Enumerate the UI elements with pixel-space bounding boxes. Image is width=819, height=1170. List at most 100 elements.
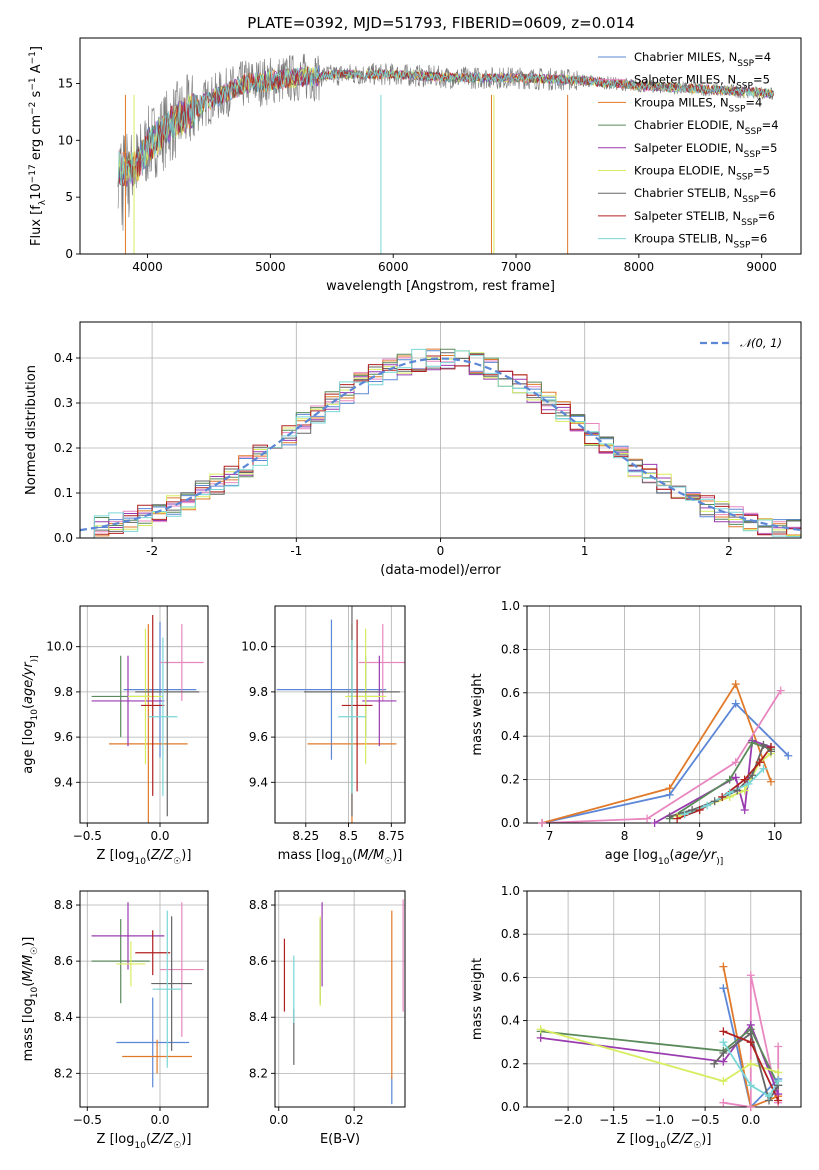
mass-weight-line xyxy=(722,987,779,1107)
y-tick-label: 5 xyxy=(65,190,73,204)
mass-weight-marker xyxy=(719,1057,728,1066)
z-mass-panel: −0.5 0.0 8.2 8.4 8.6 8.8 Z [log10(Z/Z☉)] mass [… xyxy=(21,890,209,1151)
mass-weight-marker xyxy=(665,784,674,793)
mass-weight-marker xyxy=(774,1068,783,1077)
mass-weight-marker xyxy=(746,1081,755,1090)
y-tick-label: 1.0 xyxy=(501,884,520,898)
y-tick-label: 0.2 xyxy=(501,1057,520,1071)
y-tick-label: 8.6 xyxy=(54,954,73,968)
mass-weight-marker xyxy=(766,743,775,752)
y-tick-label: 0 xyxy=(65,247,73,261)
y-tick-label: 0.6 xyxy=(501,970,520,984)
mass-weight-marker xyxy=(759,740,768,749)
mass-weight-line xyxy=(676,746,772,820)
z-weight-panel: −2.0 −1.5 −1.0 −0.5 0.0 0.0 0.2 0.4 0.6 0.8 1.0 Z [… xyxy=(470,884,802,1151)
legend-entry-label: Kroupa ELODIE, NSSP=5 xyxy=(634,164,770,183)
axes-frame xyxy=(274,890,406,1108)
axes-frame xyxy=(526,605,802,824)
x-tick-label: −0.5 xyxy=(691,1113,720,1127)
errorbar-point xyxy=(128,628,163,765)
y-axis-label: Flux [fλ10−17 erg cm−2 s−1 A−1] xyxy=(28,46,48,246)
z-age-panel: −0.5 0.0 9.4 9.6 9.8 10.0 Z [log10(Z/Z☉)] age [… xyxy=(21,605,209,867)
mass-weight-marker xyxy=(740,786,749,795)
spectrum-panel: 4000 5000 6000 7000 8000 9000 0 5 10 15 wavelength… xyxy=(28,37,802,294)
x-tick-label: -2 xyxy=(146,544,158,558)
mass-weight-marker xyxy=(740,775,749,784)
y-tick-label: 8.4 xyxy=(249,1010,268,1024)
age-weight-panel: 7 8 9 10 0.0 0.2 0.4 0.6 0.8 1.0 age [log10(age/yr… xyxy=(470,599,802,867)
x-tick-label: 0.0 xyxy=(269,1113,288,1127)
y-tick-label: 8.2 xyxy=(249,1066,268,1080)
mass-weight-marker xyxy=(774,1042,783,1051)
mass-weight-marker xyxy=(718,792,727,801)
mass-weight-marker xyxy=(719,962,728,971)
mass-weight-marker xyxy=(766,777,775,786)
mass-weight-marker xyxy=(725,775,734,784)
x-tick-label: 0.0 xyxy=(741,1113,760,1127)
mass-weight-marker xyxy=(650,819,659,827)
errorbar-point xyxy=(135,930,171,976)
figure-title: PLATE=0392, MJD=51793, FIBERID=0609, z=0… xyxy=(247,14,634,32)
y-tick-label: 0.8 xyxy=(501,642,520,656)
x-axis-label: (data-model)/error xyxy=(380,563,501,578)
y-tick-label: 9.4 xyxy=(249,775,268,789)
mass-weight-marker xyxy=(731,699,740,708)
x-tick-label: 4000 xyxy=(132,260,163,274)
legend-entry-label: Chabrier MILES, NSSP=4 xyxy=(634,50,771,69)
y-axis-label: age [log10(age/yr)] xyxy=(21,655,40,773)
mass-weight-line xyxy=(540,1027,780,1086)
x-axis-label: Z [log10(Z/Z☉)] xyxy=(97,848,192,867)
mass-weight-marker xyxy=(744,779,753,788)
y-tick-label: 9.6 xyxy=(249,730,268,744)
y-tick-label: 10.0 xyxy=(46,640,73,654)
x-axis-label: mass [log10(M/M☉)] xyxy=(278,848,403,867)
legend-entry-label: 𝒩(0, 1) xyxy=(740,336,782,350)
y-tick-label: 0.2 xyxy=(54,441,73,455)
y-tick-label: 0.4 xyxy=(54,351,73,365)
x-tick-label: 7000 xyxy=(501,260,532,274)
x-axis-label: E(B-V) xyxy=(320,1132,360,1147)
errorbar-point xyxy=(135,606,200,817)
x-tick-label: −2.0 xyxy=(554,1113,583,1127)
x-tick-label: −1.5 xyxy=(599,1113,628,1127)
x-tick-label: 6000 xyxy=(378,260,409,274)
axes-frame xyxy=(526,890,802,1108)
mass-weight-marker xyxy=(748,771,757,780)
mass-weight-marker xyxy=(731,758,740,767)
mass-weight-marker xyxy=(725,788,734,797)
mass-age-marks xyxy=(276,606,405,823)
mass-weight-marker xyxy=(746,1059,755,1068)
errorbar-point xyxy=(362,655,397,747)
y-tick-label: 10.0 xyxy=(241,640,268,654)
errorbar-point xyxy=(338,639,366,794)
residuals-panel: -2 -1 0 1 2 0.0 0.1 0.2 0.3 0.4 (data-model)/error… xyxy=(24,321,802,578)
errorbar-point xyxy=(276,619,387,760)
x-axis-label: Z [log10(Z/Z☉)] xyxy=(97,1132,192,1151)
mass-weight-marker xyxy=(755,758,764,767)
axes-frame xyxy=(79,37,802,255)
errorbar-point xyxy=(91,919,150,1004)
x-axis-label: age [log10(age/yr)] xyxy=(605,848,723,867)
x-axis-label: wavelength [Angstrom, rest frame] xyxy=(326,279,555,294)
mass-weight-marker xyxy=(784,751,793,760)
y-tick-label: 8.4 xyxy=(54,1010,73,1024)
x-tick-label: −1.0 xyxy=(645,1113,674,1127)
y-axis-label: mass [log10(M/M☉)] xyxy=(21,937,40,1062)
mass-weight-marker xyxy=(665,812,674,821)
x-tick-label: 8 xyxy=(621,829,629,843)
y-tick-label: 15 xyxy=(58,76,73,90)
z-age-marks xyxy=(91,606,204,823)
legend-entry-label: Kroupa STELIB, NSSP=6 xyxy=(634,232,767,251)
x-tick-label: −0.5 xyxy=(73,829,102,843)
legend-entry-label: Chabrier ELODIE, NSSP=4 xyxy=(634,118,779,137)
legend-entry-label: Salpeter STELIB, NSSP=6 xyxy=(634,209,775,228)
errorbar-point xyxy=(116,941,146,987)
axes-frame xyxy=(79,890,209,1108)
residuals-marks xyxy=(80,348,801,538)
ebv-mass-marks xyxy=(283,899,404,1105)
x-tick-label: 0.0 xyxy=(150,829,169,843)
x-tick-label: 0.2 xyxy=(345,1113,364,1127)
age-weight-marks xyxy=(541,682,789,823)
normal-distribution-curve xyxy=(80,357,801,532)
